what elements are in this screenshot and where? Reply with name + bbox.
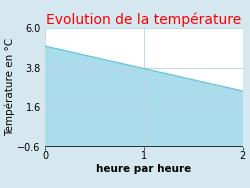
Y-axis label: Température en °C: Température en °C bbox=[4, 38, 15, 136]
X-axis label: heure par heure: heure par heure bbox=[96, 164, 192, 174]
Title: Evolution de la température: Evolution de la température bbox=[46, 13, 242, 27]
